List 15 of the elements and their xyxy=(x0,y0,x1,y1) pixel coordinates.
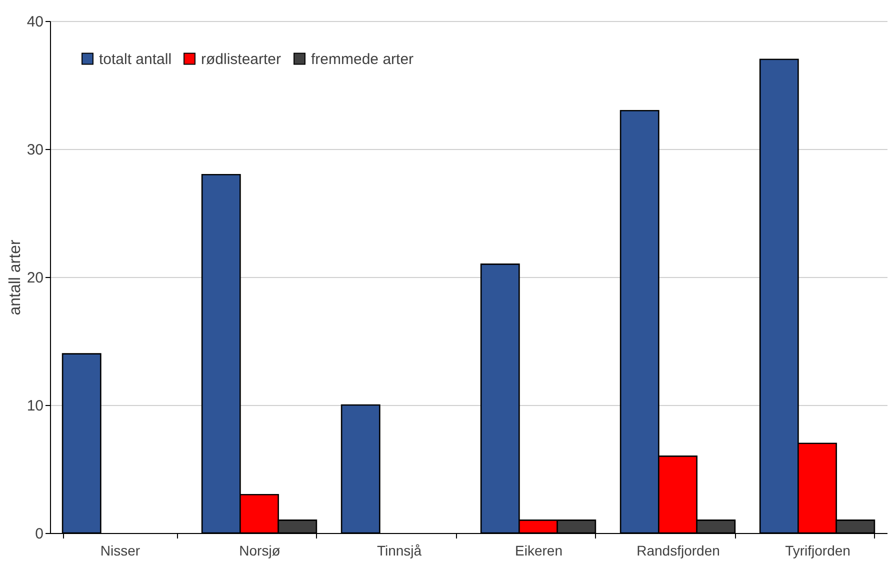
legend-label: totalt antall xyxy=(99,50,172,68)
y-tick-label: 20 xyxy=(26,270,44,286)
legend-label: fremmede arter xyxy=(311,50,414,68)
y-tick-label: 40 xyxy=(26,14,44,30)
x-tick-label: Nisser xyxy=(100,542,140,558)
x-tick-label: Norsjø xyxy=(239,542,281,558)
y-tick-label: 30 xyxy=(26,142,44,158)
y-tick-label: 10 xyxy=(26,398,44,414)
legend-label: rødlistearter xyxy=(201,50,282,68)
x-tick-label: Tyrifjorden xyxy=(785,542,850,558)
x-tick-label: Randsfjorden xyxy=(636,542,720,558)
x-tick-label: Eikeren xyxy=(515,542,562,558)
y-tick-label: 0 xyxy=(35,526,44,542)
x-tick-label: Tinnsjå xyxy=(376,542,422,558)
y-axis-title: antall arter xyxy=(6,239,24,316)
